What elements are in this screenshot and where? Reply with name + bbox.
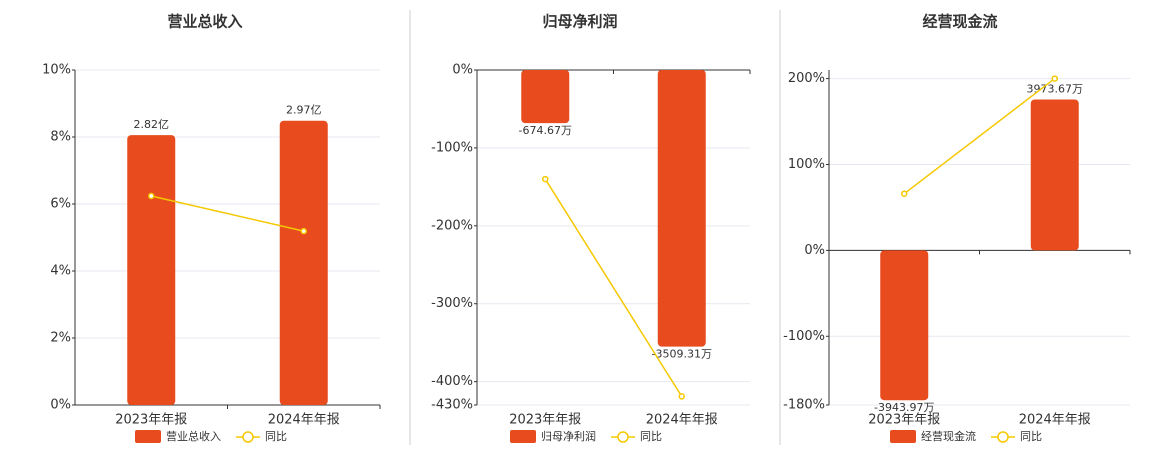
line-point [542, 175, 549, 183]
value-label: -3509.31万 [652, 348, 712, 361]
value-label: 2.82亿 [134, 118, 170, 131]
bar [1030, 99, 1079, 251]
chart-title: 营业总收入 [167, 13, 242, 31]
line-point [1051, 75, 1058, 82]
line-point [901, 190, 908, 197]
value-label: 2.97亿 [286, 104, 322, 117]
line [151, 195, 304, 232]
legend-marker [997, 431, 1009, 443]
legend-swatch [135, 430, 161, 443]
y-tick-label: 200% [788, 71, 825, 86]
y-tick-label: 0% [50, 398, 71, 413]
legend-label: 经营现金流 [921, 429, 976, 443]
bar [127, 135, 176, 406]
legend-marker [617, 431, 629, 443]
legend-swatch [890, 430, 916, 443]
legend-label: 营业总收入 [166, 429, 221, 443]
line-point [148, 192, 155, 200]
bar [521, 70, 570, 124]
y-tick-label: -430% [431, 398, 473, 413]
legend-swatch [510, 430, 536, 443]
y-tick-label: 4% [50, 264, 71, 279]
chart-title: 归母净利润 [542, 13, 617, 31]
y-tick-label: 0% [452, 63, 473, 78]
y-tick-label: 10% [42, 63, 71, 78]
x-tick-label: 2024年年报 [1019, 413, 1091, 428]
x-tick-label: 2023年年报 [115, 413, 187, 428]
x-tick-label: 2023年年报 [509, 413, 581, 428]
x-tick-label: 2024年年报 [268, 413, 340, 428]
y-tick-label: 8% [50, 130, 71, 145]
value-label: -674.67万 [519, 124, 572, 137]
y-tick-label: 100% [788, 157, 825, 172]
legend-label: 归母净利润 [541, 429, 596, 443]
line [544, 178, 683, 397]
y-tick-label: -100% [783, 329, 825, 344]
y-tick-label: -300% [431, 296, 473, 311]
y-tick-label: 0% [804, 243, 825, 258]
legend-label: 同比 [1020, 430, 1042, 443]
line [903, 77, 1056, 195]
chart-title: 经营现金流 [922, 13, 997, 31]
value-label: 3973.67万 [1027, 82, 1084, 95]
y-tick-label: -100% [431, 140, 473, 155]
line-point [678, 393, 685, 400]
legend-marker [242, 431, 254, 443]
bar [657, 70, 706, 347]
y-tick-label: -180% [783, 398, 825, 413]
bar [880, 250, 929, 401]
bar [279, 120, 328, 405]
value-label: -3943.97万 [874, 401, 934, 414]
line-point [300, 227, 307, 235]
y-tick-label: 6% [50, 197, 71, 212]
y-tick-label: -400% [431, 374, 473, 389]
x-tick-label: 2023年年报 [868, 413, 940, 428]
y-tick-label: 2% [50, 331, 71, 346]
legend-label: 同比 [265, 430, 287, 443]
y-tick-label: -200% [431, 218, 473, 233]
x-tick-label: 2024年年报 [646, 413, 718, 428]
legend-label: 同比 [640, 430, 662, 443]
